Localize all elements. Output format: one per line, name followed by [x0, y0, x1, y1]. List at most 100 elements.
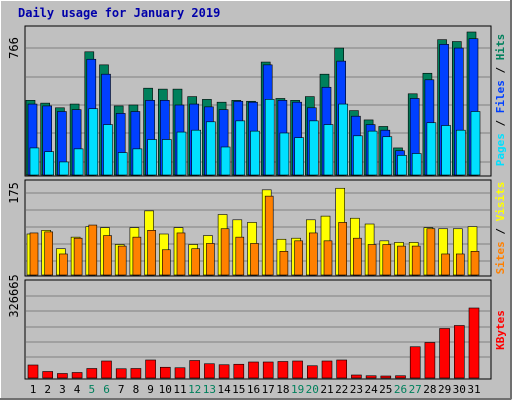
bar-kbytes-day-8 — [130, 368, 142, 379]
bar-sites-day-13 — [206, 243, 215, 276]
day-label-1: 1 — [30, 383, 37, 396]
bar-pages-day-1 — [29, 147, 40, 176]
bar-sites-day-29 — [441, 253, 450, 276]
bar-sites-day-26 — [397, 245, 406, 276]
bar-sites-day-18 — [279, 251, 289, 276]
day-label-25: 25 — [379, 383, 392, 396]
day-label-5: 5 — [88, 383, 95, 396]
bar-pages-day-6 — [103, 124, 113, 176]
bar-sites-day-20 — [308, 232, 318, 276]
bar-pages-day-31 — [470, 111, 481, 176]
bar-sites-day-10 — [162, 249, 171, 276]
bar-kbytes-day-24 — [365, 375, 377, 379]
bar-kbytes-day-26 — [395, 375, 406, 379]
bar-sites-day-19 — [294, 240, 303, 276]
bar-pages-day-20 — [308, 120, 319, 176]
day-label-24: 24 — [364, 383, 378, 396]
day-label-16: 16 — [247, 383, 260, 396]
bar-kbytes-day-13 — [204, 363, 215, 379]
day-label-12: 12 — [188, 383, 201, 396]
bar-pages-day-8 — [132, 148, 143, 176]
bar-pages-day-26 — [397, 155, 407, 176]
day-label-18: 18 — [276, 383, 289, 396]
day-label-27: 27 — [409, 383, 422, 396]
legend-sites-visits: Sites / Visits — [494, 182, 507, 275]
bar-pages-day-5 — [88, 108, 99, 176]
bar-kbytes-day-2 — [42, 371, 54, 379]
bar-sites-day-22 — [338, 222, 348, 276]
bar-sites-day-7 — [117, 245, 127, 276]
day-label-23: 23 — [350, 383, 363, 396]
bar-pages-day-14 — [220, 146, 231, 176]
bar-kbytes-day-28 — [424, 342, 436, 379]
bar-kbytes-day-27 — [409, 346, 421, 379]
day-label-4: 4 — [74, 383, 81, 396]
bar-kbytes-day-20 — [306, 365, 318, 379]
bar-sites-day-4 — [73, 237, 83, 276]
bar-sites-day-28 — [426, 228, 436, 276]
day-label-8: 8 — [133, 383, 140, 396]
bar-kbytes-day-17 — [262, 361, 274, 379]
day-label-20: 20 — [306, 383, 319, 396]
bar-sites-day-25 — [382, 244, 392, 276]
bar-kbytes-day-9 — [145, 359, 156, 379]
bar-kbytes-day-25 — [380, 375, 392, 379]
bar-kbytes-day-11 — [174, 367, 186, 379]
day-label-29: 29 — [438, 383, 451, 396]
bar-kbytes-day-10 — [160, 366, 171, 379]
bar-sites-day-5 — [88, 224, 98, 276]
bar-pages-day-13 — [206, 121, 216, 176]
bar-pages-day-19 — [294, 137, 304, 176]
bar-pages-day-12 — [191, 129, 201, 176]
bar-kbytes-day-4 — [71, 372, 83, 379]
bar-kbytes-day-23 — [351, 374, 362, 379]
bar-kbytes-day-16 — [248, 361, 259, 379]
bar-kbytes-day-18 — [277, 361, 289, 379]
panel1-max-label: 766 — [7, 37, 21, 59]
bar-kbytes-day-7 — [115, 368, 127, 379]
bar-pages-day-4 — [73, 148, 84, 176]
bar-kbytes-day-6 — [101, 360, 112, 379]
bar-sites-day-3 — [59, 253, 68, 276]
bar-pages-day-21 — [323, 124, 334, 176]
bar-pages-day-30 — [455, 129, 466, 176]
bar-sites-day-24 — [367, 244, 377, 276]
bar-sites-day-31 — [470, 251, 480, 276]
panel3-max-label: 326665 — [7, 274, 21, 317]
day-label-19: 19 — [291, 383, 304, 396]
bar-sites-day-27 — [411, 245, 421, 276]
bar-sites-day-11 — [176, 232, 186, 276]
day-label-7: 7 — [118, 383, 125, 396]
bar-sites-day-9 — [147, 230, 156, 276]
bar-sites-day-16 — [250, 243, 259, 276]
panel2-max-label: 175 — [7, 182, 21, 204]
legend-kbytes: KBytes — [494, 310, 507, 350]
day-label-11: 11 — [173, 383, 186, 396]
bar-kbytes-day-14 — [218, 364, 230, 379]
day-label-28: 28 — [423, 383, 436, 396]
bar-sites-day-21 — [323, 240, 333, 276]
bar-pages-day-29 — [441, 125, 451, 176]
bar-sites-day-17 — [264, 195, 274, 276]
bar-sites-day-14 — [220, 228, 230, 276]
day-label-3: 3 — [59, 383, 66, 396]
bar-kbytes-day-19 — [292, 360, 303, 379]
bar-kbytes-day-12 — [189, 360, 200, 379]
bar-pages-day-17 — [264, 99, 275, 176]
bar-kbytes-day-1 — [27, 364, 39, 379]
bar-sites-day-23 — [353, 237, 362, 276]
day-label-13: 13 — [203, 383, 216, 396]
day-label-17: 17 — [262, 383, 275, 396]
day-label-15: 15 — [232, 383, 245, 396]
day-label-31: 31 — [467, 383, 480, 396]
bar-kbytes-day-22 — [336, 359, 348, 379]
bar-sites-day-6 — [103, 235, 112, 276]
bar-pages-day-16 — [250, 130, 260, 176]
bar-pages-day-23 — [353, 135, 363, 176]
chart-title: Daily usage for January 2019 — [18, 6, 221, 20]
bar-kbytes-day-3 — [57, 373, 68, 379]
day-label-22: 22 — [335, 383, 348, 396]
bar-pages-day-7 — [117, 152, 128, 176]
